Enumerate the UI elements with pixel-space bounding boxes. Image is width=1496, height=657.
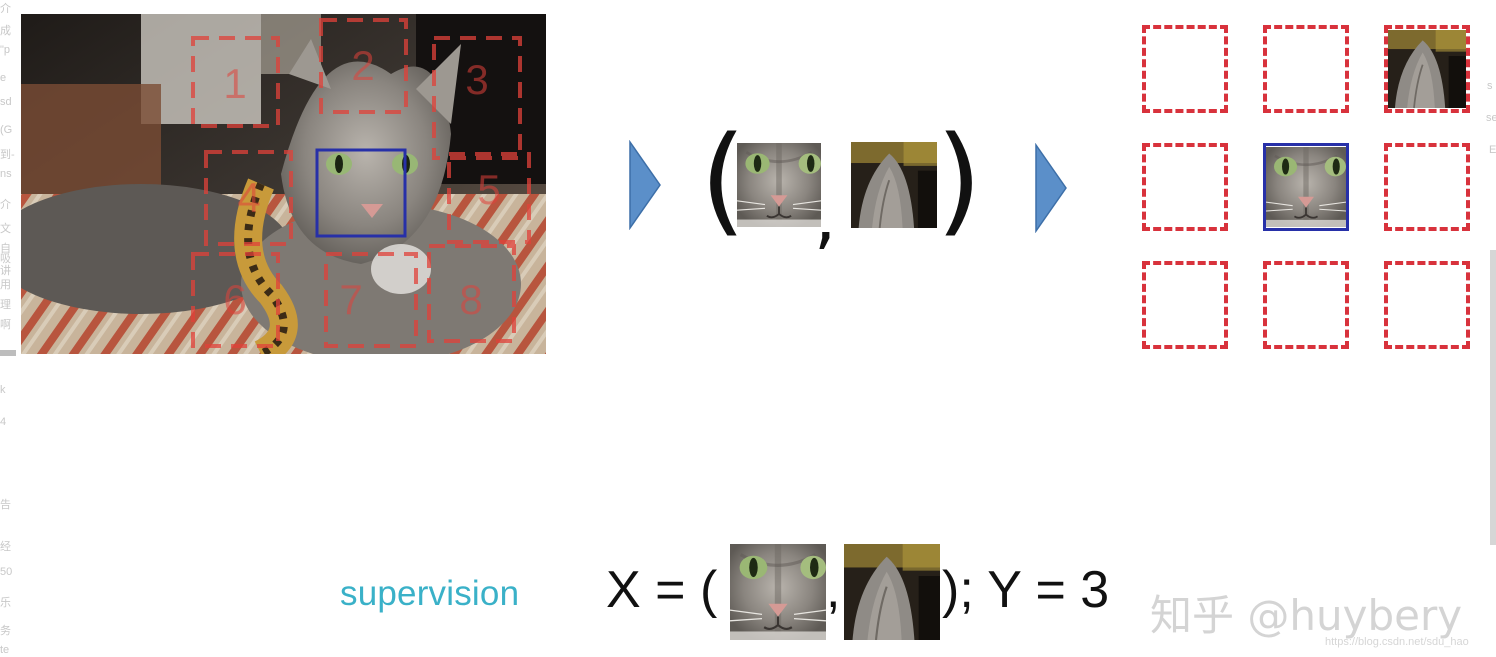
margin-fragment: 介 xyxy=(0,3,11,15)
formula-y-text: ); Y = 3 xyxy=(942,561,1110,619)
patch-label-5: 5 xyxy=(477,166,500,213)
margin-fragment: 50 xyxy=(0,566,13,578)
grid-cell-bottom-left xyxy=(1142,261,1228,349)
margin-fragment: 到- xyxy=(0,149,15,161)
margin-fragment: k xyxy=(0,384,6,396)
margin-fragment: 自 xyxy=(0,243,11,255)
margin-fragment: 成 xyxy=(0,25,11,37)
margin-fragment: sd xyxy=(0,96,12,108)
margin-fragment: 乐 xyxy=(0,597,11,609)
position-grid xyxy=(1142,25,1477,357)
grid-cell-bottom-right xyxy=(1384,261,1470,349)
grid-cell-middle-right xyxy=(1384,143,1470,231)
url-watermark: https://blog.csdn.net/sdu_hao xyxy=(1325,636,1469,648)
patch-label-4: 4 xyxy=(237,174,260,221)
close-paren: ) xyxy=(936,110,983,248)
arrow-right-icon xyxy=(1034,142,1068,234)
margin-fragment: (G xyxy=(0,124,13,136)
cat-photo: 1 2 3 4 5 6 7 8 xyxy=(21,14,546,354)
formula-comma: , xyxy=(826,561,841,619)
grid-cell-center xyxy=(1263,143,1349,231)
margin-fragment: e xyxy=(0,72,7,84)
margin-fragment: 理 xyxy=(0,299,11,311)
margin-fragment: 用 xyxy=(0,279,11,291)
margin-fragment: "p xyxy=(0,44,11,56)
margin-fragment: 经 xyxy=(0,541,11,553)
arrow-right-icon xyxy=(628,139,662,231)
patch-label-8: 8 xyxy=(459,276,482,323)
patch-label-3: 3 xyxy=(465,56,488,103)
supervision-label: supervision xyxy=(340,574,520,613)
margin-fragment: 啊 xyxy=(0,319,11,331)
right-scrollbar[interactable] xyxy=(1490,250,1496,545)
margin-fragment: 务 xyxy=(0,625,11,637)
margin-fragment: E xyxy=(1489,144,1496,156)
margin-fragment: s xyxy=(1487,80,1493,92)
margin-fragment: ns xyxy=(0,168,12,180)
patch-label-2: 2 xyxy=(351,42,374,89)
margin-fragment: te xyxy=(0,644,10,656)
margin-fragment: se xyxy=(1486,112,1496,124)
patch-label-1: 1 xyxy=(223,60,246,107)
grid-cell-middle-left xyxy=(1142,143,1228,231)
margin-fragment: 文 xyxy=(0,223,11,235)
grid-cell-top-right xyxy=(1384,25,1470,113)
pair-comma: , xyxy=(814,176,837,258)
grid-cell-top-middle xyxy=(1263,25,1349,113)
margin-fragment: 吸 xyxy=(0,253,11,265)
margin-fragment: 介 xyxy=(0,199,11,211)
left-margin-fragments: 介成 "p e sd (G 到-ns 介文自讲吸用理啊 k 4 告经 50 乐务 te xyxy=(0,0,18,657)
formula-center-patch xyxy=(730,544,826,640)
pair-center-patch xyxy=(737,142,821,228)
patch-label-7: 7 xyxy=(339,276,362,323)
grid-cell-bottom-middle xyxy=(1263,261,1349,349)
patch-pair: ( , ) xyxy=(700,110,983,260)
left-scrollbar[interactable] xyxy=(0,350,16,356)
margin-fragment: 告 xyxy=(0,499,11,511)
formula-x-text: X = ( xyxy=(606,561,718,619)
formula-neighbor-patch xyxy=(844,544,940,640)
patch-label-6: 6 xyxy=(223,276,246,323)
zhihu-watermark: 知乎 @huybery xyxy=(1150,591,1463,640)
margin-fragment: 4 xyxy=(0,416,7,428)
center-patch-box xyxy=(315,148,407,238)
grid-cell-top-left xyxy=(1142,25,1228,113)
margin-fragment: 讲 xyxy=(0,265,11,277)
pair-neighbor-patch xyxy=(851,142,937,228)
